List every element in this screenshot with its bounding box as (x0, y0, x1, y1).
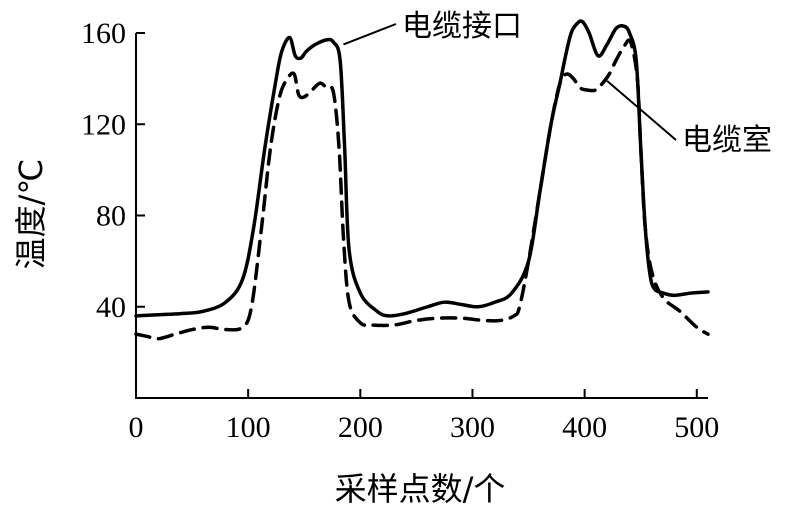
y-tick-label: 160 (81, 17, 126, 50)
annotation-label-cable-joint: 电缆接口 (402, 9, 522, 44)
y-tick-label: 80 (96, 200, 126, 233)
x-tick-label: 100 (226, 411, 271, 444)
annotation-label-cable-room: 电缆室 (682, 123, 772, 158)
series-line-cable-room (134, 38, 710, 341)
x-axis-title: 采样点数/个 (335, 470, 506, 508)
axis-lines (135, 33, 708, 399)
x-tick-label: 500 (674, 411, 719, 444)
annotation-leader-cable-room (606, 80, 677, 141)
plot-area (134, 19, 710, 341)
axes: 0 100 200 300 400 500 40 80 120 160 (81, 17, 719, 444)
x-tick-label: 400 (562, 411, 607, 444)
annotation-leader-cable-joint (343, 23, 397, 46)
y-tick-label: 120 (81, 108, 126, 141)
x-tick-label: 200 (338, 411, 383, 444)
y-tick-label: 40 (96, 291, 126, 324)
series-line-cable-joint (134, 19, 710, 318)
x-tick-label: 300 (450, 411, 495, 444)
y-axis-title: 温度/℃ (12, 159, 50, 270)
x-tick-label: 0 (129, 411, 144, 444)
